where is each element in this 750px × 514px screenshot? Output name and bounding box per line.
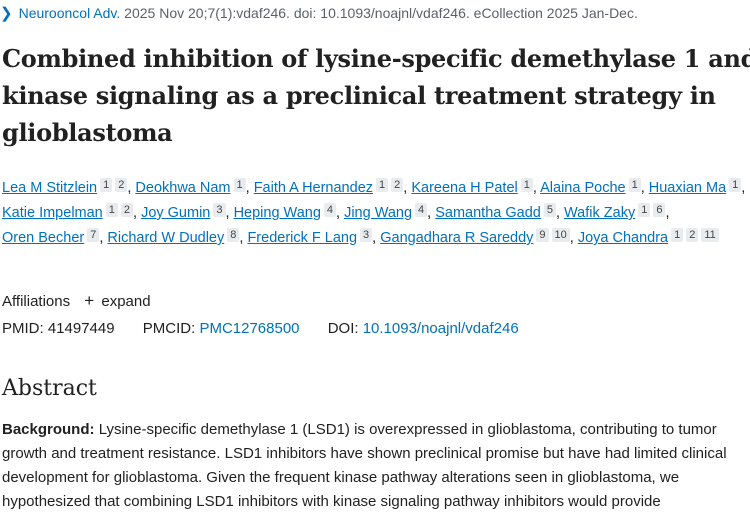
affiliations-expand-button[interactable]: + expand [84, 291, 151, 310]
background-label: Background: [2, 421, 95, 438]
author-link[interactable]: Deokhwa Nam [135, 180, 231, 196]
affiliation-ref[interactable]: 10 [551, 228, 570, 242]
background-text: Lysine-specific demethylase 1 (LSD1) is … [2, 421, 727, 510]
pmid-value: 41497449 [47, 320, 115, 337]
abstract-heading: Abstract [2, 376, 97, 401]
author-link[interactable]: Gangadhara R Sareddy [380, 230, 534, 246]
affiliations-label: Affiliations [2, 293, 71, 310]
affiliation-ref[interactable]: 2 [115, 178, 128, 192]
affiliations-row: Affiliations + expand [2, 290, 151, 313]
affiliation-ref[interactable]: 3 [360, 228, 373, 242]
citation-details: 2025 Nov 20;7(1):vdaf246. doi: 10.1093/n… [124, 5, 638, 21]
author-link[interactable]: Richard W Dudley [107, 230, 225, 246]
author-link[interactable]: Huaxian Ma [648, 180, 727, 196]
pmcid-label: PMCID: [142, 320, 196, 337]
affiliation-ref[interactable]: 1 [671, 228, 684, 242]
affiliation-ref[interactable]: 2 [120, 203, 133, 217]
affiliation-ref[interactable]: 8 [227, 228, 240, 242]
author-link[interactable]: Lea M Stitzlein [2, 180, 98, 196]
author-link[interactable]: Joya Chandra [577, 230, 669, 246]
chevron-right-icon[interactable]: ❯ [0, 5, 13, 22]
citation-line: ❯ Neurooncol Adv. 2025 Nov 20;7(1):vdaf24… [0, 2, 750, 25]
author-link[interactable]: Katie Impelman [2, 205, 103, 221]
author-link[interactable]: Samantha Gadd [435, 205, 541, 221]
author-list: Lea M Stitzlein 1 2, Deokhwa Nam 1, Faith A… [2, 178, 746, 246]
pmcid-link[interactable]: PMC12768500 [199, 320, 300, 337]
journal-link[interactable]: Neurooncol Adv. [18, 5, 121, 21]
affiliation-ref[interactable]: 4 [323, 203, 337, 217]
affiliation-ref[interactable]: 7 [87, 228, 100, 242]
affiliation-ref[interactable]: 1 [729, 178, 742, 192]
article-title: Combined inhibition of lysine-specific d… [2, 44, 750, 147]
expand-label: expand [101, 293, 151, 310]
affiliation-ref[interactable]: 3 [213, 203, 226, 217]
affiliation-ref[interactable]: 11 [701, 228, 719, 242]
affiliation-ref[interactable]: 9 [536, 228, 549, 242]
author-link[interactable]: Kareena H Patel [411, 180, 518, 196]
affiliation-ref[interactable]: 1 [233, 178, 246, 192]
author-link[interactable]: Oren Becher [2, 230, 85, 246]
author-link[interactable]: Faith A Hernandez [253, 180, 374, 196]
doi-label: DOI: [327, 320, 359, 337]
abstract-background: Background: Lysine-specific demethylase … [2, 418, 750, 514]
author-link[interactable]: Jing Wang [344, 205, 413, 221]
author-link[interactable]: Frederick F Lang [247, 230, 358, 246]
pmid-label: PMID: [2, 320, 44, 337]
affiliation-ref[interactable]: 1 [100, 178, 113, 192]
author-link[interactable]: Joy Gumin [141, 205, 211, 221]
affiliation-ref[interactable]: 1 [628, 178, 641, 192]
affiliation-ref[interactable]: 2 [686, 228, 699, 242]
affiliation-ref[interactable]: 6 [653, 203, 666, 217]
author-link[interactable]: Alaina Poche [540, 180, 626, 196]
author-link[interactable]: Heping Wang [233, 205, 321, 221]
plus-icon: + [84, 291, 95, 310]
author-link[interactable]: Wafik Zaky [564, 205, 636, 221]
affiliation-ref[interactable]: 4 [415, 203, 428, 217]
affiliation-ref[interactable]: 1 [520, 178, 533, 192]
affiliation-ref[interactable]: 1 [376, 178, 389, 192]
affiliation-ref[interactable]: 1 [105, 203, 118, 217]
affiliation-ref[interactable]: 2 [391, 178, 404, 192]
affiliation-ref[interactable]: 5 [543, 203, 556, 217]
affiliation-ref[interactable]: 1 [638, 203, 651, 217]
identifiers-row: PMID: 41497449 PMCID: PMC12768500 DOI: 1… [2, 318, 519, 340]
doi-link[interactable]: 10.1093/noajnl/vdaf246 [362, 320, 519, 337]
